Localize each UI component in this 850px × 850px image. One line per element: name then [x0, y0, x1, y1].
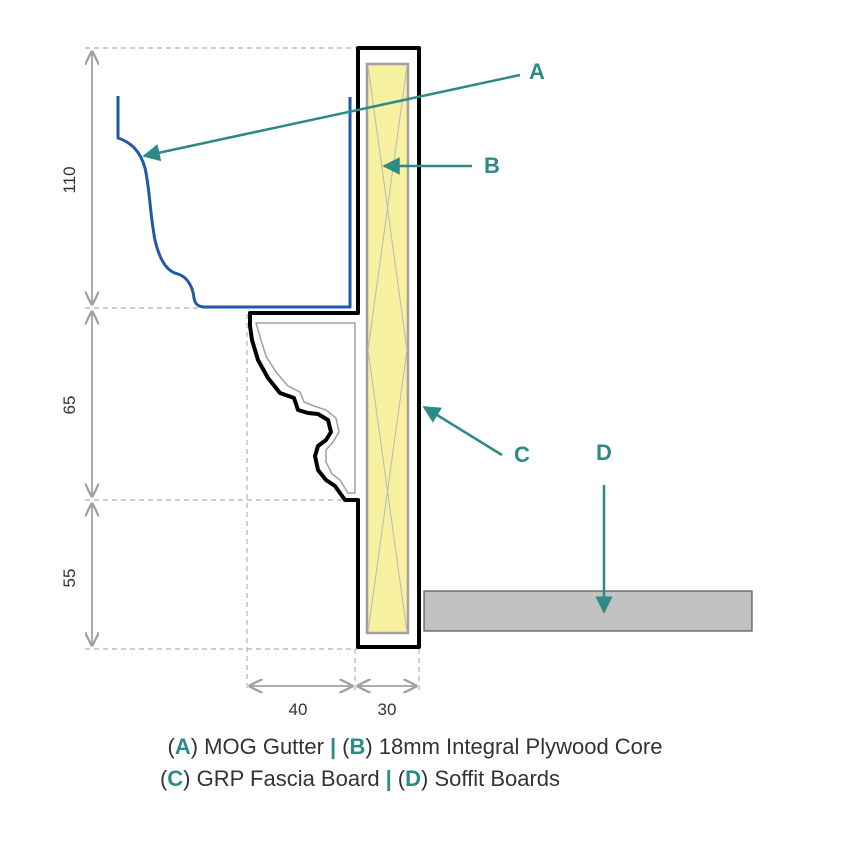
legend-key-b: B — [349, 734, 366, 759]
callout-label-b: B — [484, 153, 500, 178]
callout-label-d: D — [596, 440, 612, 465]
legend-text-a: MOG Gutter — [204, 734, 324, 759]
legend-text-d: Soffit Boards — [434, 766, 561, 791]
legend-item-b: (B) 18mm Integral Plywood Core — [342, 734, 663, 759]
legend-text-c: GRP Fascia Board — [196, 766, 380, 791]
legend-separator: | — [385, 766, 392, 791]
moulding-inner-outline — [254, 322, 356, 494]
dimension-label-right: 30 — [378, 700, 397, 719]
legend-row-2: (C) GRP Fascia Board | (D) Soffit Boards — [0, 763, 785, 795]
callout-label-a: A — [529, 59, 545, 84]
dimension-label-mid: 65 — [60, 396, 79, 415]
legend-key-a: A — [174, 734, 191, 759]
legend-item-d: (D) Soffit Boards — [397, 766, 561, 791]
legend-item-c: (C) GRP Fascia Board — [159, 766, 380, 791]
soffit-board — [423, 590, 753, 632]
legend-row-1: (A) MOG Gutter | (B) 18mm Integral Plywood… — [0, 731, 840, 763]
plywood-core-hatch — [367, 65, 408, 633]
legend-key-c: C — [167, 766, 184, 791]
callout-arrow-c — [422, 405, 503, 457]
plywood-core — [365, 62, 410, 635]
dimension-label-top: 110 — [60, 166, 79, 193]
callout-arrows — [142, 73, 613, 614]
legend-text-b: 18mm Integral Plywood Core — [378, 734, 663, 759]
dimension-label-bottom: 55 — [60, 569, 79, 588]
legend-separator: | — [329, 734, 337, 759]
callout-label-c: C — [514, 442, 530, 467]
legend-item-a: (A) MOG Gutter — [167, 734, 324, 759]
legend-key-d: D — [405, 766, 422, 791]
dimension-label-left: 40 — [289, 700, 308, 719]
mog-gutter — [116, 96, 352, 309]
callout-arrow-a — [142, 73, 521, 162]
dimension-guides — [85, 47, 420, 692]
